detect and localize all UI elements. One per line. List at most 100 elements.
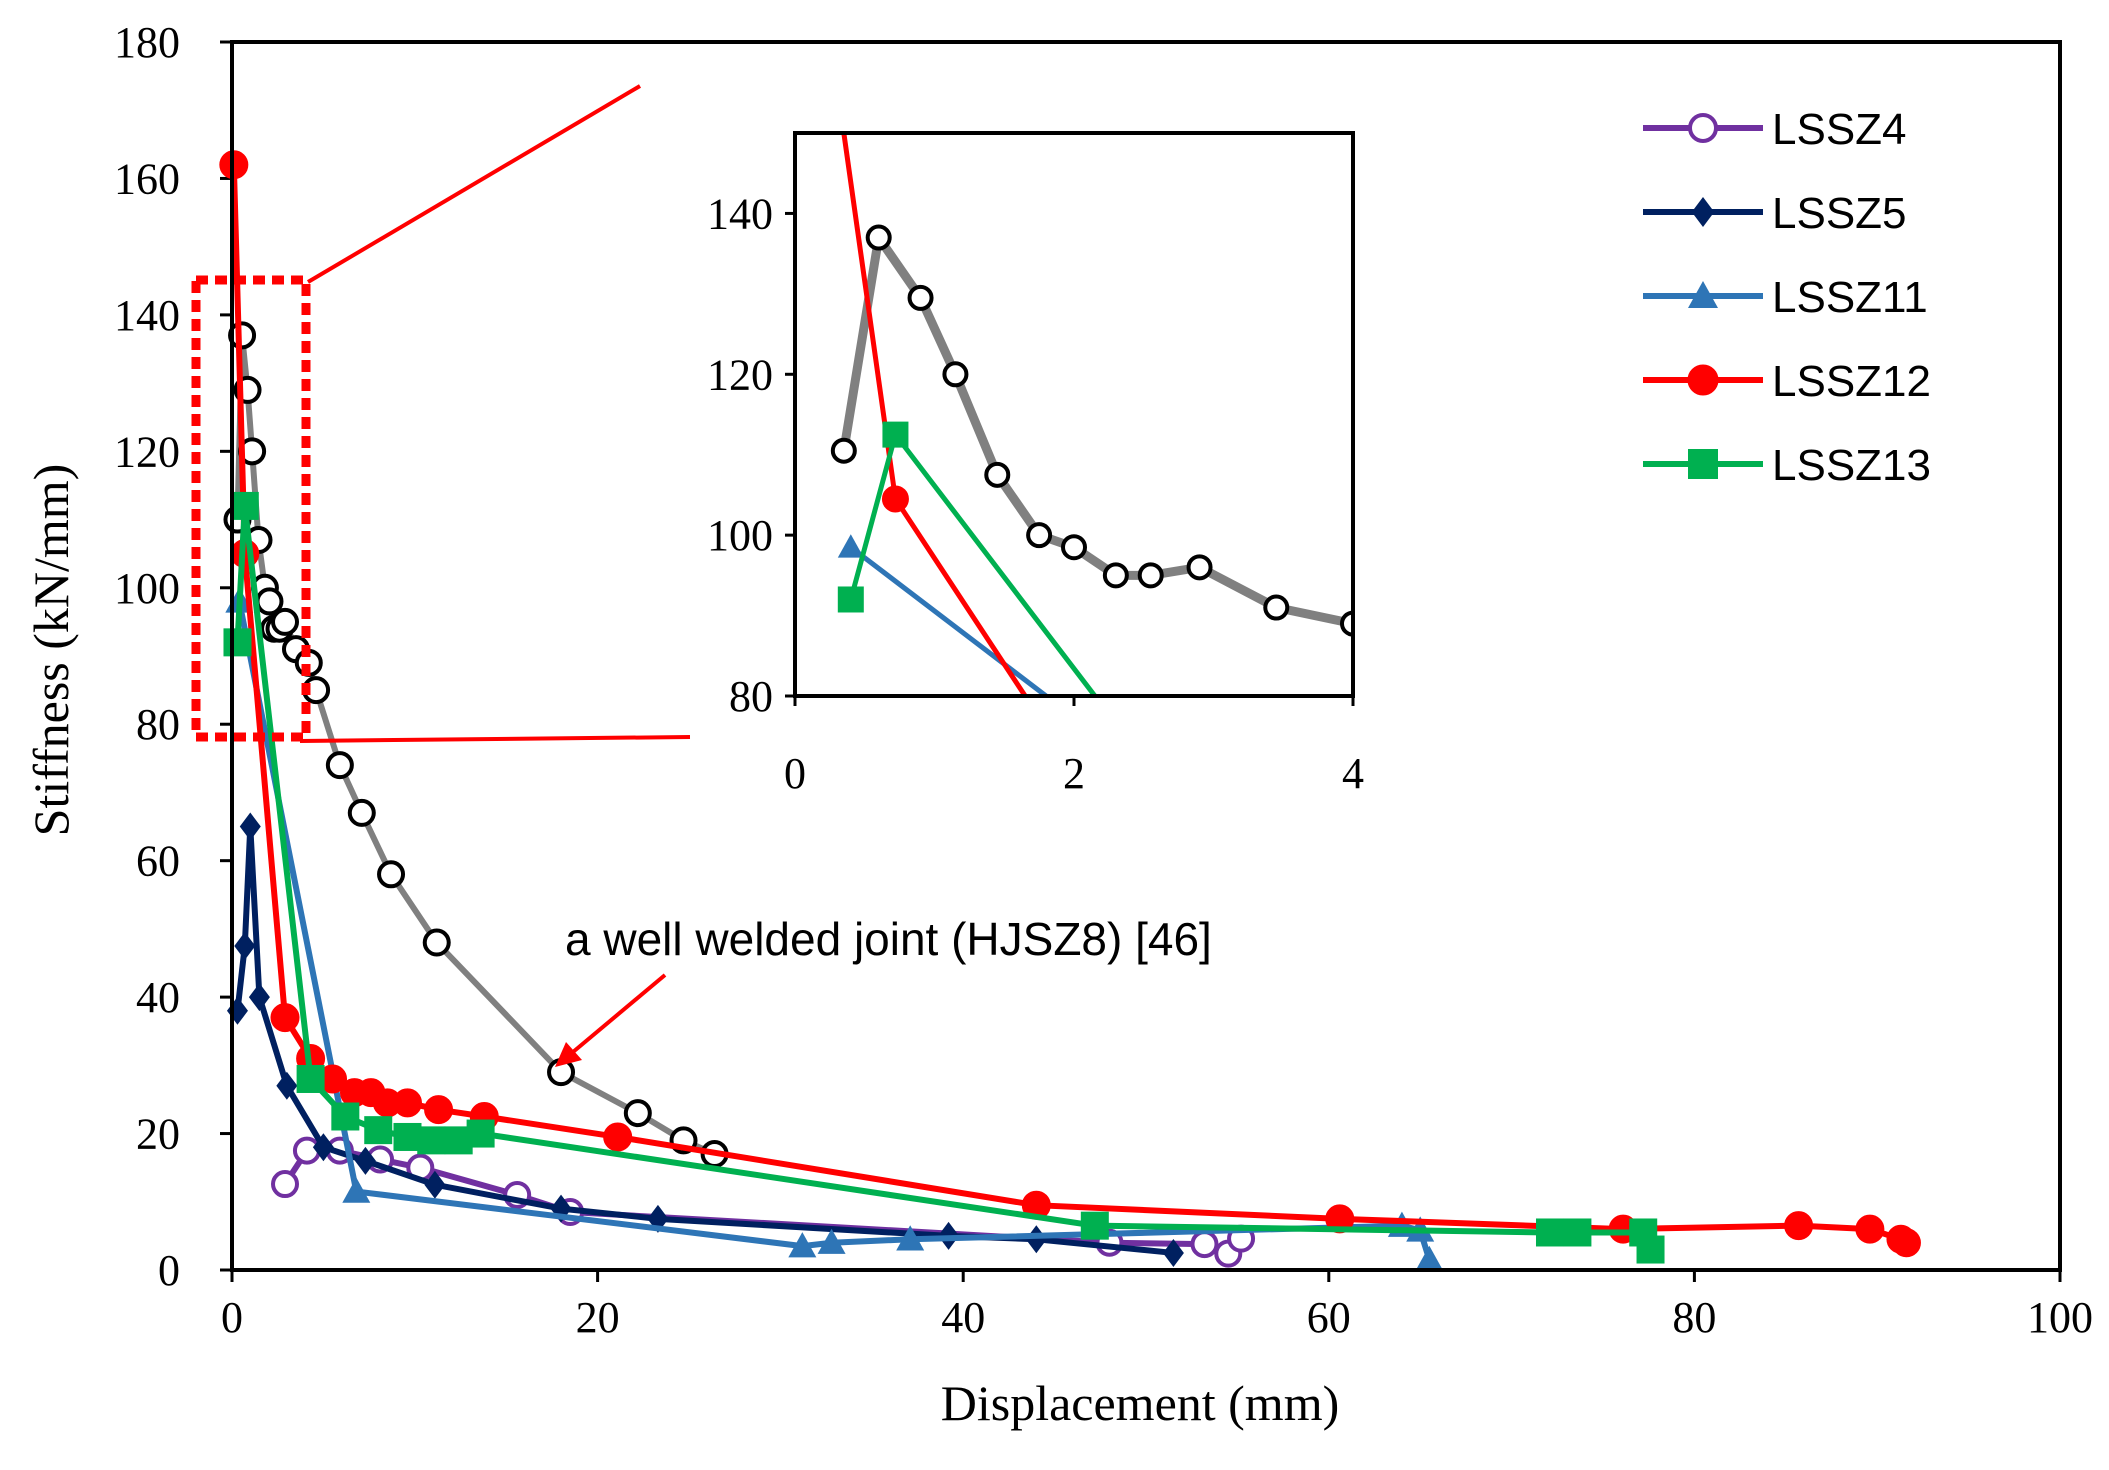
data-point-lssz4 (292, 1136, 321, 1165)
data-point-lssz12 (1891, 1228, 1921, 1258)
data-point-hjsz8 (271, 607, 300, 636)
zoom-connector-upper (306, 84, 642, 284)
x-tick-label: 0 (221, 1293, 243, 1342)
data-point-lssz13 (1636, 1235, 1665, 1264)
inset-axis-ticks: 0 2 4 80 100 120 140 (707, 189, 1364, 798)
x-axis-label: Displacement (mm) (941, 1375, 1340, 1431)
data-point-hjsz8 (255, 587, 284, 616)
data-point-lssz13 (393, 1122, 422, 1151)
legend-entry-lssz5: LSSZ5 (1643, 189, 1907, 238)
y-tick-label: 0 (158, 1246, 180, 1295)
data-point-lssz13 (223, 628, 252, 657)
inset-plot-frame (793, 131, 1355, 698)
y-axis-label: Stiffness (kN/mm) (23, 464, 79, 837)
data-point-lssz12 (1325, 1204, 1355, 1234)
legend-entry-lssz12: LSSZ12 (1643, 357, 1931, 406)
inset-data-point-hjsz8 (1026, 522, 1053, 549)
data-point-lssz12 (392, 1088, 422, 1118)
legend-marker-lssz11 (1688, 281, 1718, 308)
inset-data-point-hjsz8 (984, 461, 1011, 488)
x-tick-label: 100 (2027, 1293, 2093, 1342)
inset-y-tick-label: 120 (707, 350, 773, 399)
legend-entry-lssz13: LSSZ13 (1643, 441, 1931, 490)
legend-entry-lssz4: LSSZ4 (1643, 105, 1907, 154)
legend-label-lssz4: LSSZ4 (1772, 105, 1907, 154)
inset-data-point-lssz13 (837, 586, 864, 613)
inset-series-lssz12 (841, 133, 1028, 696)
inset-y-tick-label: 80 (729, 672, 773, 721)
inset-data-point-lssz13 (882, 421, 909, 448)
data-point-hjsz8 (347, 798, 376, 827)
data-point-lssz13 (1080, 1211, 1109, 1240)
data-point-lssz5 (1025, 1225, 1047, 1254)
data-point-lssz11 (817, 1228, 846, 1254)
inset-data-point-hjsz8 (1186, 554, 1213, 581)
data-point-lssz13 (1563, 1218, 1592, 1247)
legend-marker-lssz12 (1687, 364, 1719, 396)
data-point-lssz5 (424, 1170, 446, 1199)
annotation-arrow-shaft (571, 973, 667, 1054)
x-tick-label: 40 (941, 1293, 985, 1342)
data-point-lssz11 (896, 1225, 925, 1251)
inset-x-tick-label: 2 (1063, 749, 1085, 798)
inset-series-lssz11 (837, 534, 1048, 696)
legend: LSSZ4 LSSZ5 LSSZ11 LSSZ12 LSSZ13 (1643, 105, 1931, 490)
y-tick-label: 100 (114, 564, 180, 613)
legend-entry-lssz11: LSSZ11 (1643, 273, 1928, 322)
legend-label-lssz5: LSSZ5 (1772, 189, 1907, 238)
inset-y-tick-label: 100 (707, 511, 773, 560)
data-point-lssz12 (603, 1122, 633, 1152)
legend-label-lssz11: LSSZ11 (1772, 273, 1928, 322)
inset-data-point-hjsz8 (1137, 562, 1164, 589)
inset-series-line-lssz11 (849, 545, 1048, 696)
data-point-lssz13 (230, 491, 259, 520)
data-point-lssz5 (239, 812, 261, 841)
data-point-lssz12 (1855, 1214, 1885, 1244)
data-point-lssz13 (331, 1102, 360, 1131)
x-tick-label: 80 (1672, 1293, 1716, 1342)
inset-data-point-hjsz8 (1061, 534, 1087, 561)
y-tick-label: 20 (136, 1110, 180, 1159)
legend-label-lssz13: LSSZ13 (1772, 441, 1931, 490)
inset-series-hjsz8 (830, 224, 1353, 637)
data-point-lssz13 (364, 1116, 393, 1145)
data-point-lssz13 (1535, 1218, 1564, 1247)
data-point-hjsz8 (623, 1099, 652, 1128)
legend-marker-lssz13 (1688, 449, 1718, 479)
x-tick-label: 20 (576, 1293, 620, 1342)
data-point-lssz11 (788, 1232, 817, 1258)
data-point-lssz4 (1190, 1230, 1219, 1259)
data-point-lssz12 (424, 1095, 454, 1125)
inset-data-point-lssz12 (881, 485, 909, 513)
data-point-lssz11 (1415, 1245, 1444, 1271)
inset-data-point-hjsz8 (1263, 594, 1290, 621)
inset-data-point-hjsz8 (865, 224, 892, 251)
y-tick-label: 160 (114, 154, 180, 203)
legend-label-lssz12: LSSZ12 (1772, 357, 1931, 406)
inset-data-point-hjsz8 (830, 437, 857, 464)
inset-series-lssz13 (837, 421, 1097, 696)
data-point-lssz11 (342, 1177, 371, 1203)
y-tick-label: 60 (136, 837, 180, 886)
inset-x-tick-label: 0 (784, 749, 806, 798)
legend-marker-lssz4 (1688, 113, 1718, 143)
data-point-lssz5 (248, 983, 270, 1012)
legend-marker-lssz5 (1691, 197, 1715, 227)
inset-data-point-hjsz8 (1102, 562, 1129, 589)
y-tick-label: 80 (136, 700, 180, 749)
annotation-label: a well welded joint (HJSZ8) [46] (565, 913, 1212, 965)
y-tick-label: 180 (114, 18, 180, 67)
data-point-hjsz8 (377, 860, 406, 889)
data-point-hjsz8 (325, 751, 354, 780)
data-point-lssz13 (417, 1126, 446, 1155)
data-point-lssz5 (312, 1133, 334, 1162)
data-point-lssz4 (271, 1170, 300, 1199)
y-tick-label: 40 (136, 973, 180, 1022)
y-tick-label: 120 (114, 427, 180, 476)
series-lssz13 (223, 491, 1665, 1264)
data-point-lssz5 (354, 1146, 376, 1175)
data-point-lssz13 (296, 1064, 325, 1093)
